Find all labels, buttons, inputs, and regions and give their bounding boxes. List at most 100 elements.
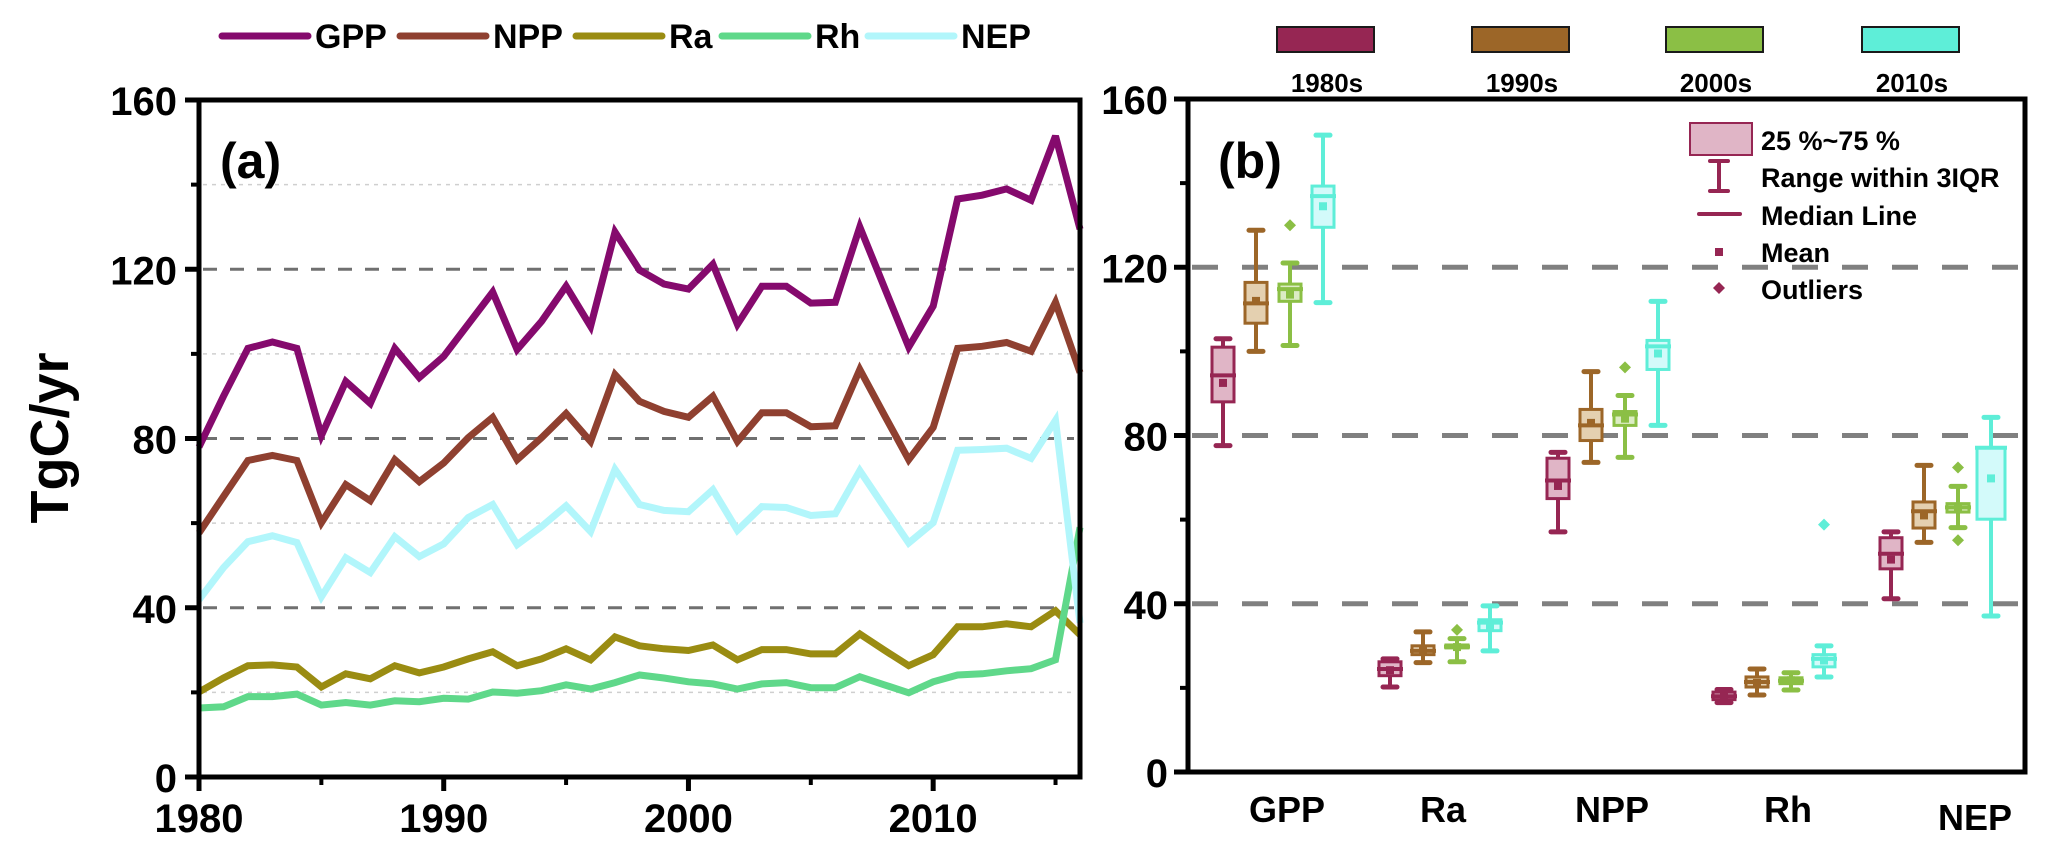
legend-box-swatch [1689,122,1753,156]
box-group-ra [1377,603,1503,690]
mean-marker [1787,676,1795,685]
decade-label-2010s: 2010s [1876,68,1948,98]
mean-marker [1954,503,1962,512]
y-tick-label: 40 [133,588,178,632]
mean-marker [1753,678,1761,687]
mean-marker [1887,555,1895,564]
decade-legend-item-2000s: 2000s [1665,26,1764,98]
y-tick-label: 40 [1124,584,1169,628]
mean-marker [1219,378,1227,387]
box-gpp-2000s [1277,219,1303,348]
legend-label-rh: Rh [815,18,860,56]
series-npp [196,293,1084,535]
decade-label-2000s: 2000s [1680,68,1752,98]
box-group-gpp [1210,132,1336,449]
panel-b-decade-legend: 1980s 1990s 2000s 2010s [1276,26,1960,98]
decade-swatch-1990s [1471,26,1570,53]
series-line-rh [198,526,1084,712]
iqr-box [1975,446,2007,521]
category-label-ra: Ra [1420,789,1467,830]
panel-b-axis-ticks: 0 40 80 120 160 GPP Ra NPP Rh NEP [1101,79,2012,838]
box-nep-1990s [1911,462,1937,545]
box-npp-2010s [1645,298,1671,428]
mean-marker [1453,643,1461,652]
legend-mean-swatch [1715,248,1723,256]
panel-a-label: (a) [220,133,281,189]
panel-a-line-chart: 0 40 80 120 160 1980 1990 2000 2010 (a) GPP NPP Ra… [110,18,1084,841]
box-gpp-2010s [1310,132,1336,306]
category-label-gpp: GPP [1249,789,1325,830]
outlier-marker [1451,623,1463,636]
box-legend-label-box: 25 %~75 % [1761,126,1900,156]
box-npp-1980s [1545,449,1571,535]
outlier-marker [1619,361,1631,374]
mean-marker [1319,202,1327,211]
category-label-npp: NPP [1575,789,1649,830]
panel-b-boxes-group [1210,132,2007,706]
mean-marker [1554,481,1562,490]
y-tick-label: 120 [110,249,177,293]
box-legend-label-whisker: Range within 3IQR [1761,163,2000,193]
panel-a-axis-ticks: 0 40 80 120 160 1980 1990 2000 2010 [110,80,1058,841]
box-gpp-1980s [1210,336,1236,449]
decade-legend-item-1980s: 1980s [1276,26,1375,98]
box-npp-2000s [1612,361,1638,460]
mean-marker [1286,290,1294,299]
box-rh-2000s [1778,670,1804,693]
decade-swatch-2010s [1861,26,1960,53]
mean-marker [1386,666,1394,675]
x-tick-label: 2000 [644,797,733,841]
series-ra [197,606,1083,696]
decade-swatch-2000s [1665,26,1764,53]
mean-marker [1720,692,1728,701]
box-legend-item-box: 25 %~75 % [1689,122,1900,156]
box-ra-2000s [1444,623,1470,665]
x-tick-label: 2010 [889,797,978,841]
mean-marker [1987,474,1995,483]
panel-a-legend: GPP NPP Ra Rh NEP [218,18,1031,56]
box-group-nep [1878,414,2007,619]
box-ra-1990s [1410,629,1436,666]
box-legend-item-mean: Mean [1715,238,1830,268]
series-line-ra [197,606,1083,696]
legend-label-npp: NPP [493,18,563,56]
box-group-rh [1711,518,1837,706]
mean-marker [1587,418,1595,427]
legend-label-nep: NEP [961,18,1031,56]
decade-label-1980s: 1980s [1291,68,1363,98]
outlier-marker [1952,534,1964,547]
mean-marker [1252,296,1260,305]
outlier-marker [1952,461,1964,474]
legend-item-rh: Rh [718,18,860,56]
legend-item-npp: NPP [396,18,563,56]
series-line-nep [196,410,1084,624]
iqr-box [1545,456,1571,501]
legend-outlier-swatch [1713,282,1725,294]
series-nep [196,410,1084,624]
category-label-rh: Rh [1764,789,1812,830]
legend-item-gpp: GPP [218,18,387,56]
panel-b-box-chart: 0 40 80 120 160 GPP Ra NPP Rh NEP (b) 1980s 1990s 2… [1101,26,2028,838]
y-tick-label: 80 [133,419,178,463]
box-legend-item-median: Median Line [1697,201,1917,231]
box-legend-label-median: Median Line [1761,201,1917,231]
legend-item-ra: Ra [572,18,714,56]
decade-swatch-1980s [1276,26,1375,53]
series-line-gpp [195,134,1084,449]
series-gpp [195,134,1084,449]
mean-marker [1654,349,1662,358]
y-axis-label: TgC/yr [20,352,80,523]
mean-marker [1486,621,1494,630]
y-tick-label: 120 [1101,247,1168,291]
panel-b-label: (b) [1218,133,1282,189]
legend-item-nep: NEP [864,18,1031,56]
box-gpp-1990s [1243,227,1269,354]
y-tick-label: 80 [1124,416,1169,460]
mean-marker [1920,511,1928,520]
mean-marker [1621,414,1629,423]
box-legend-item-outlier: Outliers [1713,275,1863,305]
box-legend-label-outlier: Outliers [1761,275,1863,305]
legend-label-ra: Ra [669,18,714,56]
box-group-npp [1545,298,1671,535]
